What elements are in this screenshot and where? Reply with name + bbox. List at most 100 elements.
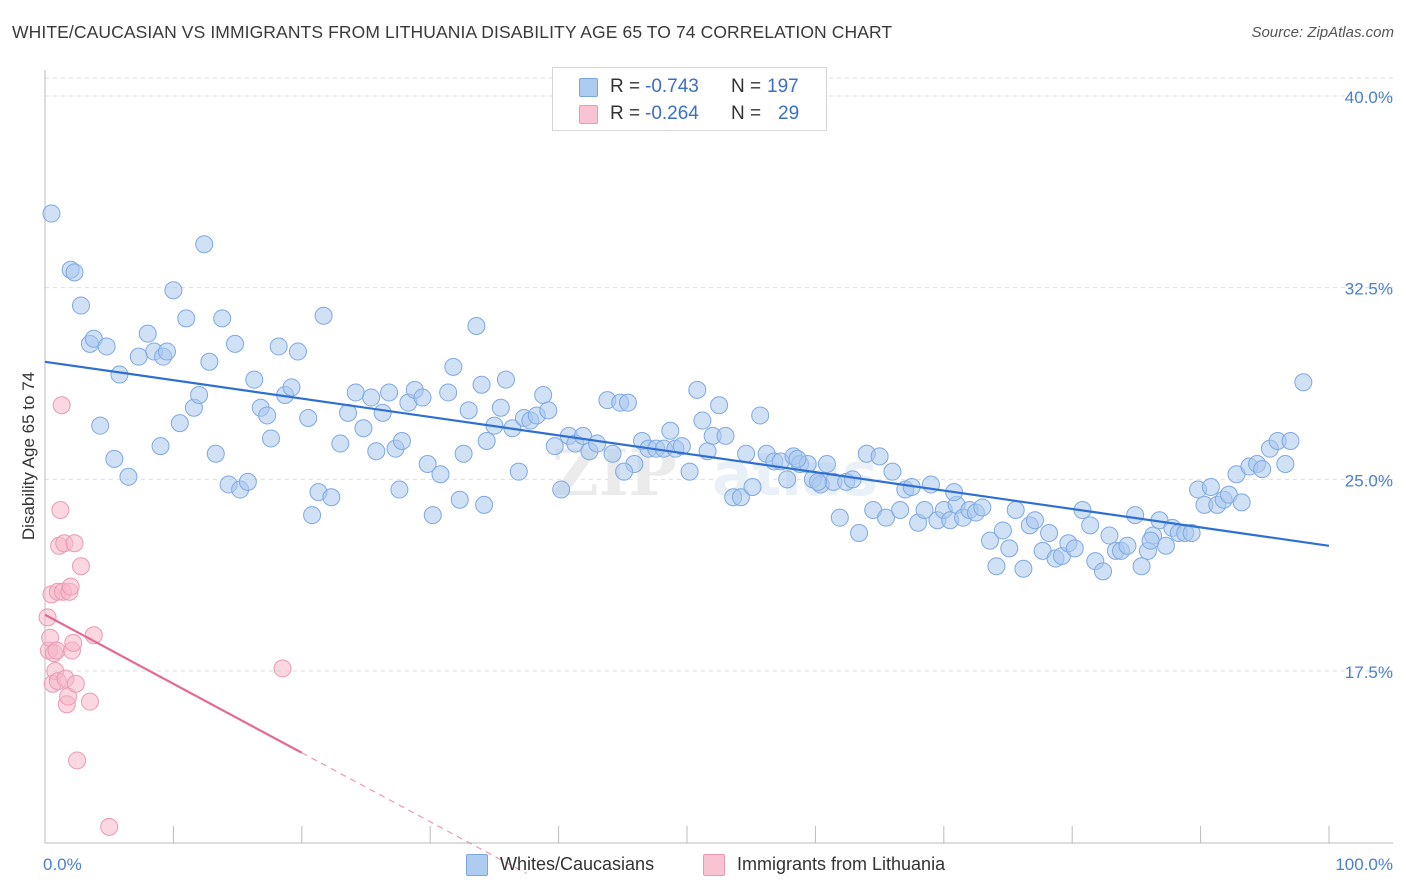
data-point-whites (688, 380, 707, 399)
chart-title: WHITE/CAUCASIAN VS IMMIGRANTS FROM LITHU… (12, 22, 893, 42)
data-point-whites (151, 437, 170, 456)
data-point-whites (545, 437, 564, 456)
data-point-whites (1141, 531, 1160, 550)
y-tick-label: 40.0% (1345, 88, 1393, 107)
data-point-whites (467, 317, 486, 335)
trend-lines (44, 360, 1330, 875)
data-point-whites (672, 437, 691, 456)
data-point-whites (138, 324, 157, 343)
legend-r-value: -0.743 (645, 76, 699, 97)
chart-source: Source: ZipAtlas.com (1251, 24, 1394, 41)
legend-label-lithuania: Immigrants from Lithuania (737, 854, 946, 874)
legend-r-label: R = (610, 76, 641, 97)
legend-swatch-pink (703, 854, 725, 876)
data-point-lithuania (61, 577, 80, 596)
data-point-whites (680, 462, 699, 481)
data-point-whites (129, 347, 148, 366)
data-point-whites (1281, 432, 1300, 450)
data-point-whites (1201, 478, 1220, 496)
data-point-whites (97, 337, 116, 356)
x-tick-label-min: 0.0% (43, 855, 82, 874)
legend-label-whites: Whites/Caucasians (500, 854, 655, 874)
data-point-whites (603, 444, 622, 463)
data-point-whites (693, 411, 712, 430)
data-point-whites (877, 508, 896, 527)
data-point-whites (1100, 526, 1119, 545)
trend-line-lithuania-extension (301, 752, 527, 875)
data-point-whites (710, 396, 729, 415)
data-point-whites (431, 465, 450, 484)
data-point-lithuania (273, 659, 292, 678)
data-point-whites (850, 524, 869, 542)
data-point-whites (472, 375, 491, 394)
data-point-whites (534, 386, 553, 404)
data-point-whites (42, 204, 61, 223)
data-point-whites (830, 508, 849, 527)
data-point-whites (509, 462, 528, 481)
data-point-whites (973, 498, 992, 517)
data-point-whites (1040, 524, 1059, 542)
data-point-whites (91, 416, 110, 435)
data-point-whites (258, 406, 277, 425)
data-point-whites (459, 401, 478, 420)
data-point-lithuania (80, 692, 99, 711)
data-point-whites (299, 409, 318, 427)
data-point-whites (331, 434, 350, 453)
data-point-whites (778, 470, 797, 489)
data-point-lithuania (51, 501, 70, 519)
legend-swatch-pink (579, 105, 598, 124)
data-point-whites (322, 488, 341, 507)
data-point-whites (588, 434, 607, 453)
data-point-whites (105, 449, 124, 468)
data-point-whites (190, 386, 209, 404)
data-point-whites (164, 281, 183, 300)
data-point-whites (157, 342, 176, 361)
data-point-whites (1126, 506, 1145, 525)
data-point-whites (1006, 501, 1025, 519)
data-point-whites (1276, 455, 1295, 473)
data-point-whites (261, 429, 280, 448)
data-point-whites (423, 506, 442, 525)
data-point-lithuania (68, 751, 87, 770)
data-point-whites (362, 388, 381, 407)
data-point-lithuania (100, 817, 119, 836)
data-point-whites (354, 419, 373, 438)
data-point-whites (615, 462, 634, 481)
data-point-whites (1118, 536, 1137, 555)
data-point-whites (288, 342, 307, 361)
series-whites-points (42, 204, 1313, 581)
y-tick-labels: 17.5% 25.0% 32.5% 40.0% (1345, 88, 1393, 682)
data-point-whites (817, 455, 836, 473)
data-point-whites (731, 488, 750, 507)
stats-legend: R = -0.743 N = 197 R = -0.264 N = 29 (552, 67, 827, 131)
y-tick-label: 25.0% (1345, 471, 1393, 490)
data-point-whites (491, 398, 510, 417)
data-point-whites (1094, 562, 1113, 581)
data-point-whites (245, 370, 264, 389)
y-tick-label: 17.5% (1345, 663, 1393, 682)
legend-n-label: N = (731, 76, 762, 97)
data-point-whites (883, 462, 902, 481)
data-point-whites (1253, 460, 1272, 479)
legend-n-value: 29 (778, 103, 800, 124)
data-point-whites (539, 401, 558, 420)
data-point-whites (392, 432, 411, 450)
data-point-whites (413, 388, 432, 407)
data-point-whites (418, 455, 437, 473)
data-point-whites (1294, 373, 1313, 392)
data-point-whites (439, 383, 458, 402)
data-point-whites (788, 449, 807, 468)
data-point-whites (314, 306, 333, 325)
data-point-whites (367, 442, 386, 461)
data-point-whites (1182, 524, 1201, 542)
data-point-whites (1000, 539, 1019, 558)
data-point-whites (1065, 539, 1084, 558)
legend-r-value: -0.264 (645, 103, 699, 124)
data-point-whites (808, 472, 827, 491)
axes (44, 70, 1393, 844)
legend-n-value: 197 (767, 76, 799, 97)
x-tick-label-max: 100.0% (1335, 855, 1393, 874)
data-point-whites (1025, 511, 1044, 530)
data-point-whites (981, 531, 1000, 550)
